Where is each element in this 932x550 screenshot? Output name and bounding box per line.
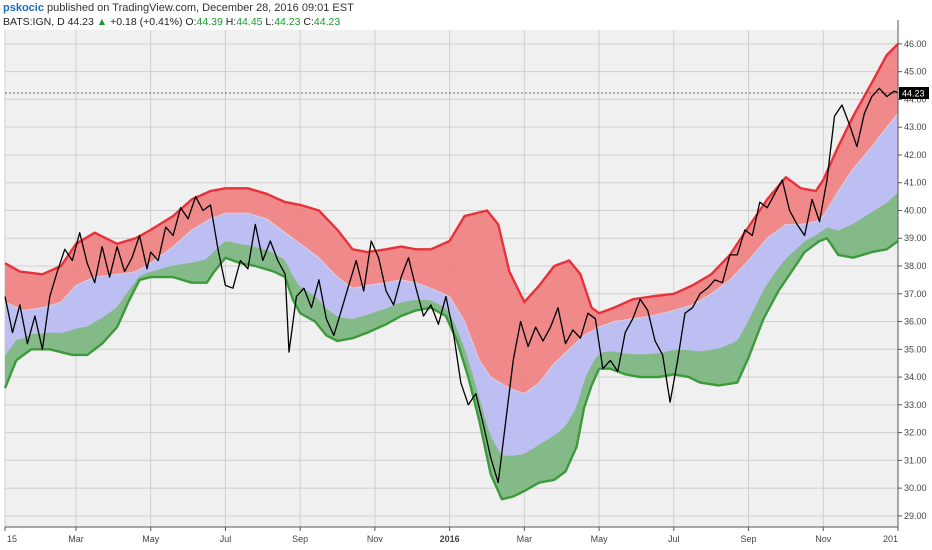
y-tick-label: 32.00 — [904, 428, 927, 438]
open-value: 44.39 — [196, 16, 223, 28]
high-label: H: — [225, 16, 237, 28]
x-tick-label: Nov — [367, 534, 384, 544]
x-tick-label: Jul — [668, 534, 680, 544]
y-tick-label: 31.00 — [904, 455, 927, 465]
middle-band-fill — [5, 113, 898, 499]
close-value: 44.23 — [313, 16, 341, 28]
upper-band-fill — [5, 43, 898, 393]
y-tick-label: 30.00 — [904, 483, 927, 493]
x-tick-label: Sep — [741, 534, 757, 544]
close-label: C: — [303, 16, 314, 28]
symbol-info-line: BATS:IGN, D 44.23 ▲ +0.18 (+0.41%) O:44.… — [3, 16, 340, 28]
x-tick-label: 15 — [7, 534, 17, 544]
x-tick-label: 2016 — [440, 534, 460, 544]
y-tick-label: 38.00 — [904, 261, 927, 271]
y-tick-label: 46.00 — [904, 39, 927, 49]
open-label: O: — [185, 16, 197, 28]
low-value: 44.23 — [274, 16, 301, 28]
x-tick-label: May — [591, 534, 609, 544]
published-info: published on TradingView.com, December 2… — [47, 2, 354, 14]
y-tick-label: 37.00 — [904, 289, 927, 299]
x-tick-label: Jul — [220, 534, 232, 544]
y-tick-label: 35.00 — [904, 344, 927, 354]
y-tick-label: 33.00 — [904, 400, 927, 410]
x-tick-label: Sep — [292, 534, 308, 544]
x-tick-label: 201 — [883, 534, 898, 544]
price-line — [4, 87, 899, 484]
lower-band-line — [3, 237, 899, 501]
y-tick-label: 44.00 — [904, 94, 927, 104]
y-tick-label: 42.00 — [904, 150, 927, 160]
y-tick-label: 41.00 — [904, 178, 927, 188]
symbol-label: BATS:IGN, D — [3, 16, 65, 28]
price-change: +0.18 (+0.41%) — [110, 16, 183, 28]
low-label: L: — [265, 16, 275, 28]
y-tick-label: 43.00 — [904, 122, 927, 132]
up-arrow-icon: ▲ — [96, 16, 108, 28]
last-price-tag — [899, 87, 929, 100]
y-tick-label: 36.00 — [904, 317, 927, 327]
y-tick-label: 39.00 — [904, 233, 927, 243]
last-price-tag-label: 44.23 — [902, 89, 925, 99]
last-price: 44.23 — [67, 16, 94, 28]
upper-band-line — [4, 43, 899, 315]
y-tick-label: 40.00 — [904, 205, 927, 215]
high-value: 44.45 — [236, 16, 263, 28]
middle-band-line — [4, 112, 899, 395]
chart-publisher-line: pskocic published on TradingView.com, De… — [3, 2, 354, 14]
y-tick-label: 29.00 — [904, 511, 927, 521]
y-tick-label: 34.00 — [904, 372, 927, 382]
y-tick-label: 45.00 — [904, 67, 927, 77]
x-tick-label: Nov — [815, 534, 832, 544]
x-tick-label: Mar — [68, 534, 84, 544]
x-tick-label: Mar — [517, 534, 533, 544]
x-tick-label: May — [142, 534, 160, 544]
publisher-username[interactable]: pskocic — [3, 2, 44, 14]
